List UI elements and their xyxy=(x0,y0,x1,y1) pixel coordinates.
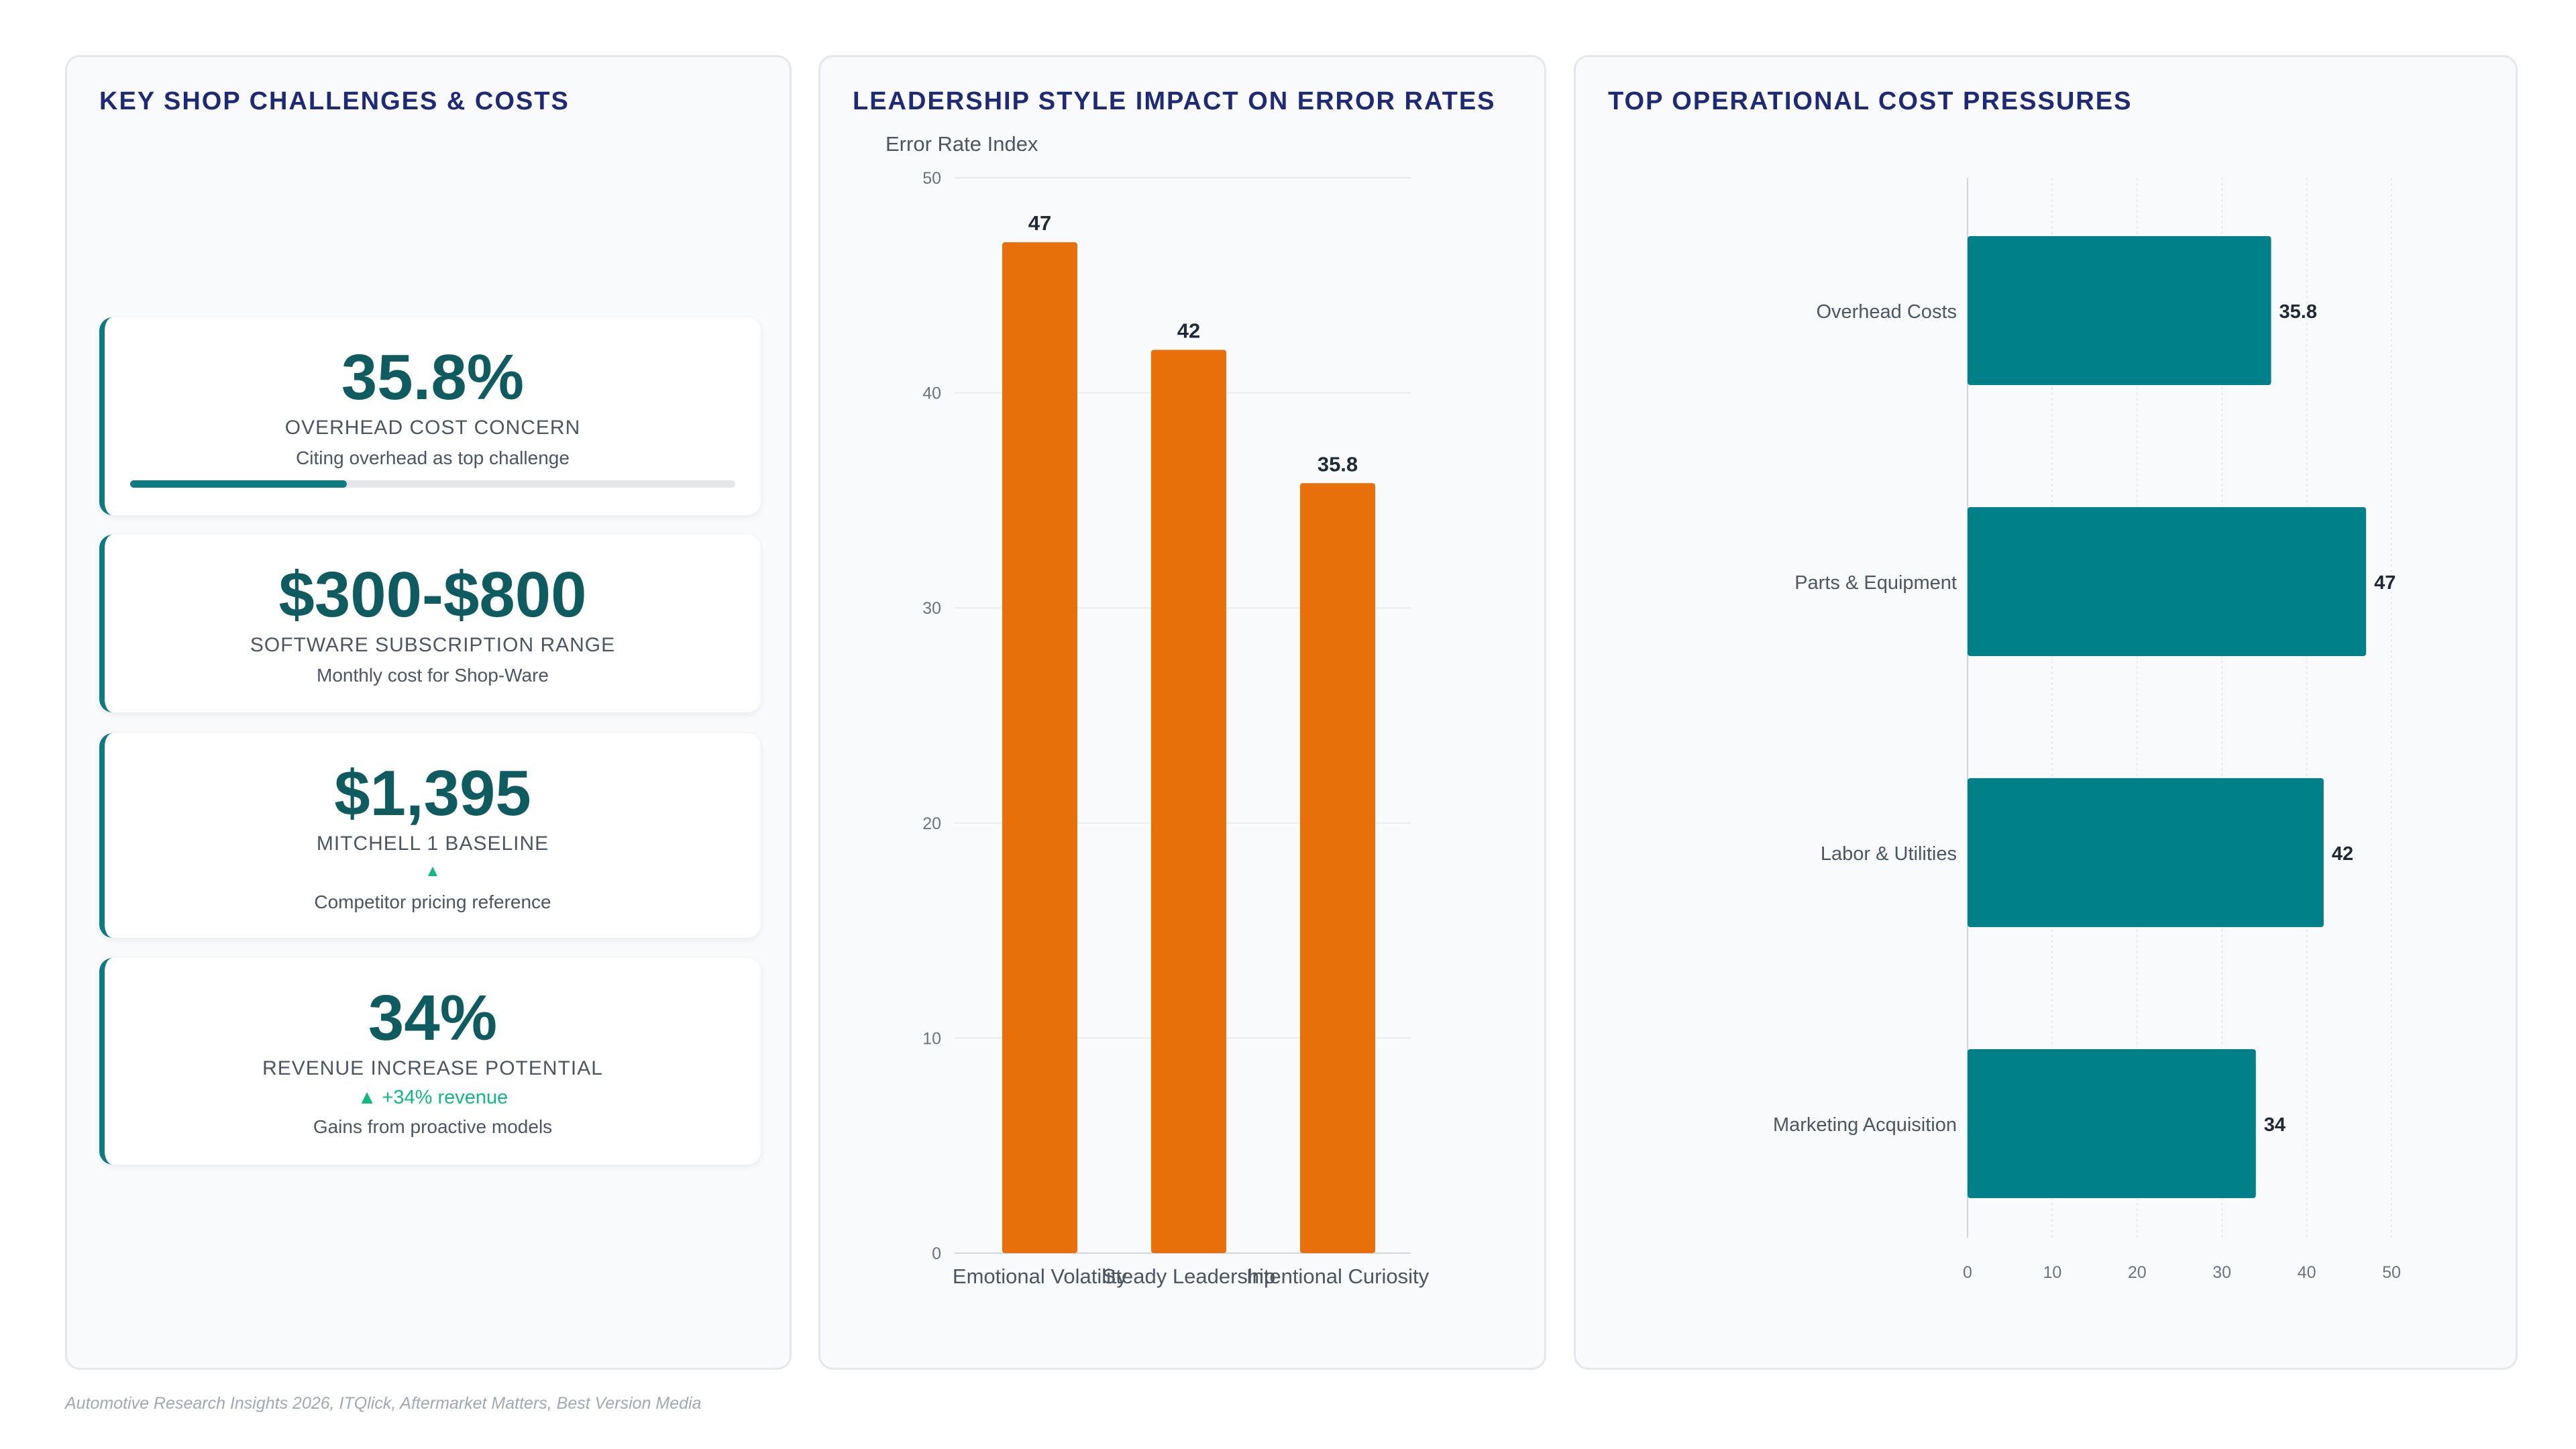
y-tick-label: 50 xyxy=(922,169,941,188)
kpi-value: 34% xyxy=(368,982,498,1054)
kpi-card-overhead: 35.8% OVERHEAD COST CONCERN Citing overh… xyxy=(99,317,761,515)
kpi-card-software: $300-$800 SOFTWARE SUBSCRIPTION RANGE Mo… xyxy=(99,535,761,712)
leadership-chart-panel: LEADERSHIP STYLE IMPACT ON ERROR RATES 0… xyxy=(818,55,1546,1370)
y-tick-label: 10 xyxy=(922,1029,941,1048)
kpi-panel: KEY SHOP CHALLENGES & COSTS 35.8% OVERHE… xyxy=(65,55,792,1370)
bar xyxy=(1968,778,2324,927)
cost-chart-title: TOP OPERATIONAL COST PRESSURES xyxy=(1608,87,2133,115)
kpi-label: OVERHEAD COST CONCERN xyxy=(284,417,581,439)
bar xyxy=(1002,242,1077,1254)
kpi-panel-title: KEY SHOP CHALLENGES & COSTS xyxy=(99,87,570,115)
leadership-bar-chart: 0 10 20 30 40 50 Error Rate Index 47 Emotional V… xyxy=(885,132,1430,1288)
y-tick-label: 40 xyxy=(922,384,941,403)
bar-value-label: 35.8 xyxy=(2279,301,2317,323)
y-tick-label: Overhead Costs xyxy=(1816,301,1957,323)
x-tick-label: 30 xyxy=(2212,1263,2231,1282)
bar-value-label: 47 xyxy=(2374,572,2396,594)
y-tick-label: 0 xyxy=(932,1244,941,1263)
x-tick-label: 40 xyxy=(2298,1263,2316,1282)
y-tick-label: 30 xyxy=(922,599,941,618)
kpi-value: $300-$800 xyxy=(278,559,587,631)
y-tick-label: Marketing Acquisition xyxy=(1773,1114,1957,1136)
cost-pressure-bar-chart: 0 10 20 30 40 50 35.8 Overhead Costs 47 Parts & E… xyxy=(1773,178,2401,1282)
y-tick-label: Parts & Equipment xyxy=(1794,572,1957,594)
bar xyxy=(1968,1049,2256,1198)
y-axis-title: Error Rate Index xyxy=(885,132,1038,156)
bar xyxy=(1300,483,1375,1254)
x-tick-label: Emotional Volatility xyxy=(953,1265,1128,1288)
kpi-subtext: Competitor pricing reference xyxy=(314,892,551,912)
kpi-label: MITCHELL 1 BASELINE xyxy=(316,833,549,855)
kpi-label: SOFTWARE SUBSCRIPTION RANGE xyxy=(250,634,616,656)
bar-value-label: 47 xyxy=(1028,211,1051,235)
leadership-chart-title: LEADERSHIP STYLE IMPACT ON ERROR RATES xyxy=(853,87,1496,115)
bar-value-label: 42 xyxy=(2332,843,2353,865)
kpi-card-revenue: 34% REVENUE INCREASE POTENTIAL ▲ +34% re… xyxy=(99,958,761,1165)
y-tick-label: Labor & Utilities xyxy=(1821,843,1957,865)
overhead-progress-bar xyxy=(130,480,735,488)
bar-value-label: 35.8 xyxy=(1318,452,1358,476)
kpi-value: $1,395 xyxy=(334,757,531,829)
kpi-subtext: Monthly cost for Shop-Ware xyxy=(317,665,549,686)
kpi-trend: ▲ +34% revenue xyxy=(357,1087,508,1108)
cost-pressure-chart-panel: TOP OPERATIONAL COST PRESSURES 0 10 20 30 40… xyxy=(1574,55,2518,1370)
bar xyxy=(1968,507,2367,656)
bar xyxy=(1968,236,2271,385)
bar-value-label: 34 xyxy=(2264,1114,2286,1136)
x-tick-label: 10 xyxy=(2043,1263,2061,1282)
x-tick-label: 50 xyxy=(2382,1263,2401,1282)
x-tick-label: Intentional Curiosity xyxy=(1246,1265,1430,1288)
source-footnote: Automotive Research Insights 2026, ITQli… xyxy=(65,1394,702,1413)
kpi-label: REVENUE INCREASE POTENTIAL xyxy=(262,1057,603,1079)
kpi-value: 35.8% xyxy=(341,341,525,413)
overhead-progress-fill xyxy=(130,480,347,488)
x-tick-label: 20 xyxy=(2128,1263,2147,1282)
x-tick-label: Steady Leadership xyxy=(1102,1265,1276,1288)
bar-value-label: 42 xyxy=(1177,319,1200,342)
kpi-subtext: Citing overhead as top challenge xyxy=(296,447,570,468)
kpi-subtext: Gains from proactive models xyxy=(313,1116,553,1137)
y-tick-label: 20 xyxy=(922,814,941,833)
trend-up-icon: ▲ xyxy=(425,862,441,880)
kpi-card-mitchell: $1,395 MITCHELL 1 BASELINE ▲ Competitor … xyxy=(99,733,761,938)
x-tick-label: 0 xyxy=(1963,1263,1972,1282)
bar xyxy=(1151,350,1226,1253)
